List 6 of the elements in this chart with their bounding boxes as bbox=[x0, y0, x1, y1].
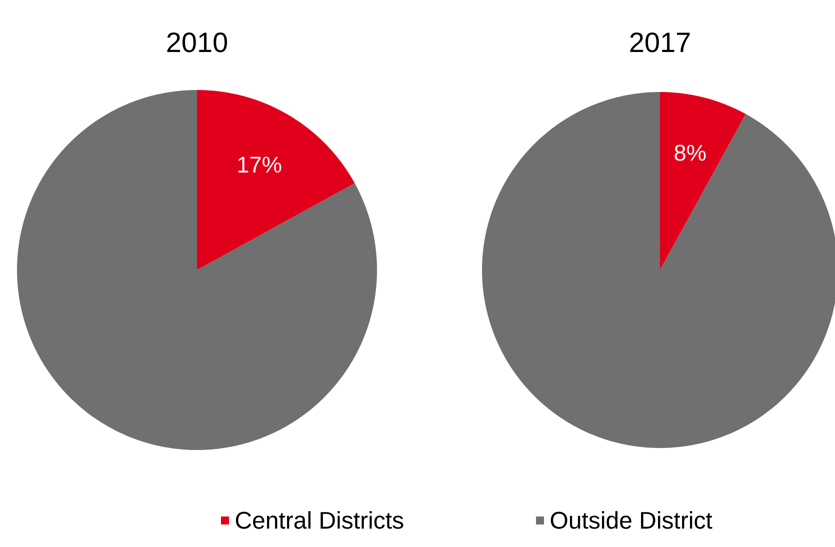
data-label: 17% bbox=[238, 156, 282, 173]
legend-label: Outside District bbox=[550, 511, 712, 529]
legend-label: Central Districts bbox=[236, 511, 404, 529]
chart-title: 2017 bbox=[630, 32, 690, 52]
data-label: 8% bbox=[674, 144, 706, 161]
chart-title: 2010 bbox=[167, 32, 228, 52]
